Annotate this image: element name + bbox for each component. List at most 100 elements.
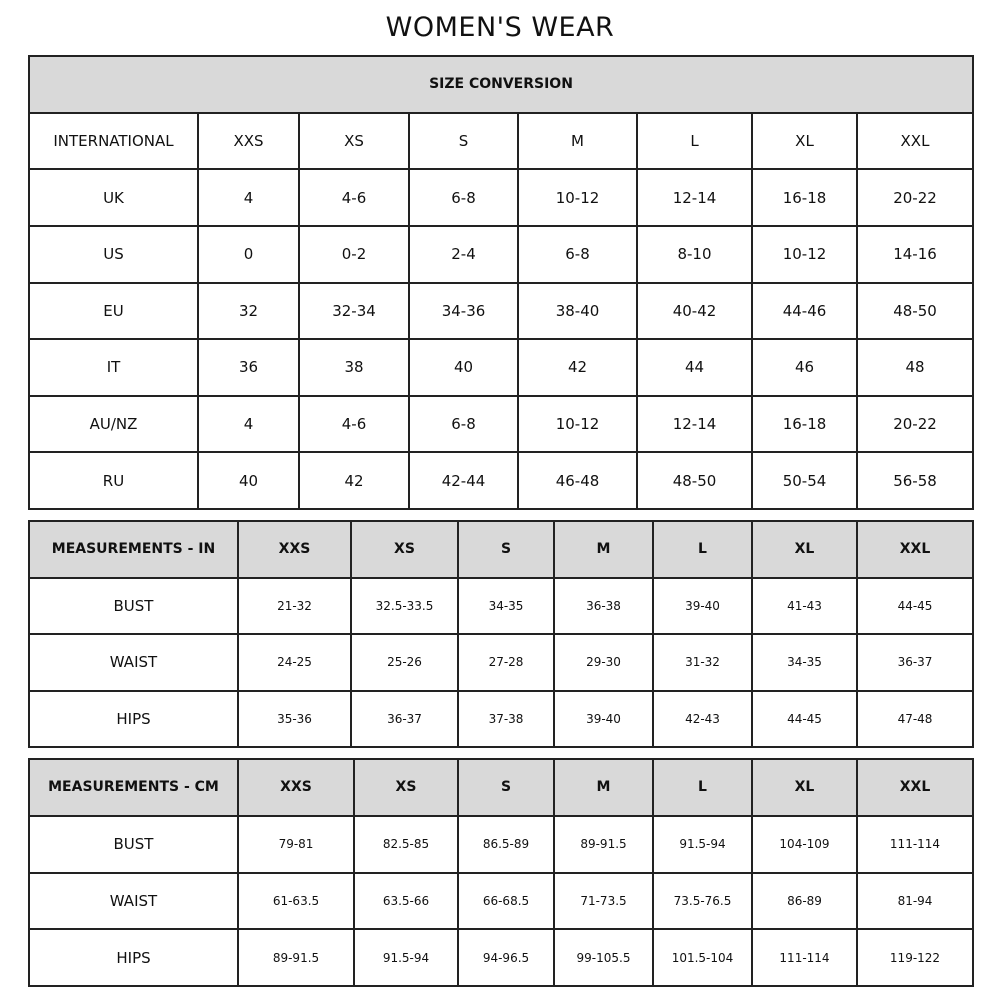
measurements-cm-table: MEASUREMENTS - CM XXS XS S M L XL XXL BUST 79-81 8…	[28, 758, 974, 987]
value-cell: 10-12	[517, 394, 638, 454]
size-header-cell: XS	[298, 111, 410, 171]
value-cell: 48-50	[856, 281, 974, 341]
value-cell: 81-94	[856, 871, 974, 931]
value-cell: 44-45	[751, 689, 858, 748]
value-cell: 101.5-104	[652, 928, 753, 987]
row-label: UK	[28, 168, 199, 227]
value-cell: 39-40	[553, 689, 654, 748]
value-cell: 12-14	[636, 168, 753, 227]
table-row: RU 40 42 42-44 46-48 48-50 50-54 56-58	[28, 451, 974, 510]
value-cell: 6-8	[408, 394, 519, 454]
value-cell: 20-22	[856, 394, 974, 454]
value-cell: 4-6	[298, 394, 410, 454]
table-row: IT 36 38 40 42 44 46 48	[28, 338, 974, 397]
table-header-row: MEASUREMENTS - IN XXS XS S M L XL XXL	[28, 520, 974, 579]
value-cell: 38-40	[517, 281, 638, 341]
value-cell: 86-89	[751, 871, 858, 931]
value-cell: 16-18	[751, 394, 858, 454]
measurements-in-table: MEASUREMENTS - IN XXS XS S M L XL XXL BUST 21-32 3…	[28, 520, 974, 748]
value-cell: 44-46	[751, 281, 858, 341]
value-cell: 89-91.5	[553, 814, 654, 874]
size-header-cell: S	[457, 520, 555, 579]
table-row: BUST 79-81 82.5-85 86.5-89 89-91.5 91.5-94 104…	[28, 814, 974, 874]
row-label: AU/NZ	[28, 394, 199, 454]
value-cell: 0	[197, 224, 300, 284]
value-cell: 12-14	[636, 394, 753, 454]
value-cell: 32	[197, 281, 300, 341]
value-cell: 6-8	[517, 224, 638, 284]
value-cell: 2-4	[408, 224, 519, 284]
size-header-cell: XXL	[856, 520, 974, 579]
value-cell: 79-81	[237, 814, 355, 874]
size-conversion-title: SIZE CONVERSION	[28, 55, 974, 114]
size-header-cell: L	[636, 111, 753, 171]
row-label: WAIST	[28, 633, 239, 692]
value-cell: 14-16	[856, 224, 974, 284]
value-cell: 31-32	[652, 633, 753, 692]
table-row: AU/NZ 4 4-6 6-8 10-12 12-14 16-18 20-22	[28, 394, 974, 454]
value-cell: 50-54	[751, 451, 858, 510]
value-cell: 4-6	[298, 168, 410, 227]
value-cell: 29-30	[553, 633, 654, 692]
value-cell: 41-43	[751, 576, 858, 635]
value-cell: 111-114	[856, 814, 974, 874]
table-row: UK 4 4-6 6-8 10-12 12-14 16-18 20-22	[28, 168, 974, 227]
value-cell: 35-36	[237, 689, 352, 748]
value-cell: 86.5-89	[457, 814, 555, 874]
value-cell: 42-44	[408, 451, 519, 510]
value-cell: 24-25	[237, 633, 352, 692]
row-label: BUST	[28, 814, 239, 874]
value-cell: 91.5-94	[652, 814, 753, 874]
value-cell: 34-35	[751, 633, 858, 692]
value-cell: 40	[197, 451, 300, 510]
value-cell: 40	[408, 338, 519, 397]
value-cell: 4	[197, 168, 300, 227]
size-header-cell: S	[408, 111, 519, 171]
value-cell: 73.5-76.5	[652, 871, 753, 931]
value-cell: 8-10	[636, 224, 753, 284]
value-cell: 61-63.5	[237, 871, 355, 931]
size-header-cell: L	[652, 758, 753, 817]
row-label-header: MEASUREMENTS - CM	[28, 758, 239, 817]
value-cell: 47-48	[856, 689, 974, 748]
table-title-row: SIZE CONVERSION	[28, 55, 974, 114]
row-label: US	[28, 224, 199, 284]
value-cell: 27-28	[457, 633, 555, 692]
value-cell: 36-37	[856, 633, 974, 692]
value-cell: 63.5-66	[353, 871, 459, 931]
value-cell: 10-12	[517, 168, 638, 227]
value-cell: 48	[856, 338, 974, 397]
value-cell: 46-48	[517, 451, 638, 510]
size-header-cell: L	[652, 520, 753, 579]
table-row: WAIST 24-25 25-26 27-28 29-30 31-32 34-35 36-37	[28, 633, 974, 692]
value-cell: 71-73.5	[553, 871, 654, 931]
value-cell: 36	[197, 338, 300, 397]
value-cell: 36-38	[553, 576, 654, 635]
value-cell: 34-35	[457, 576, 555, 635]
value-cell: 38	[298, 338, 410, 397]
table-row: EU 32 32-34 34-36 38-40 40-42 44-46 48-50	[28, 281, 974, 341]
row-label: RU	[28, 451, 199, 510]
size-header-cell: XL	[751, 111, 858, 171]
value-cell: 119-122	[856, 928, 974, 987]
value-cell: 25-26	[350, 633, 459, 692]
value-cell: 40-42	[636, 281, 753, 341]
table-row: HIPS 89-91.5 91.5-94 94-96.5 99-105.5 101.5-1…	[28, 928, 974, 987]
value-cell: 89-91.5	[237, 928, 355, 987]
size-header-cell: S	[457, 758, 555, 817]
row-label: BUST	[28, 576, 239, 635]
size-header-cell: XXS	[197, 111, 300, 171]
size-header-cell: XXL	[856, 758, 974, 817]
value-cell: 32-34	[298, 281, 410, 341]
size-conversion-table: SIZE CONVERSION INTERNATIONAL XXS XS S M L XL X…	[28, 55, 974, 510]
value-cell: 91.5-94	[353, 928, 459, 987]
row-label: WAIST	[28, 871, 239, 931]
value-cell: 44-45	[856, 576, 974, 635]
table-row: US 0 0-2 2-4 6-8 8-10 10-12 14-16	[28, 224, 974, 284]
row-label: IT	[28, 338, 199, 397]
table-row: HIPS 35-36 36-37 37-38 39-40 42-43 44-45 47-48	[28, 689, 974, 748]
value-cell: 4	[197, 394, 300, 454]
table-header-row: INTERNATIONAL XXS XS S M L XL XXL	[28, 111, 974, 171]
row-label: HIPS	[28, 689, 239, 748]
table-row: WAIST 61-63.5 63.5-66 66-68.5 71-73.5 73.5-76…	[28, 871, 974, 931]
